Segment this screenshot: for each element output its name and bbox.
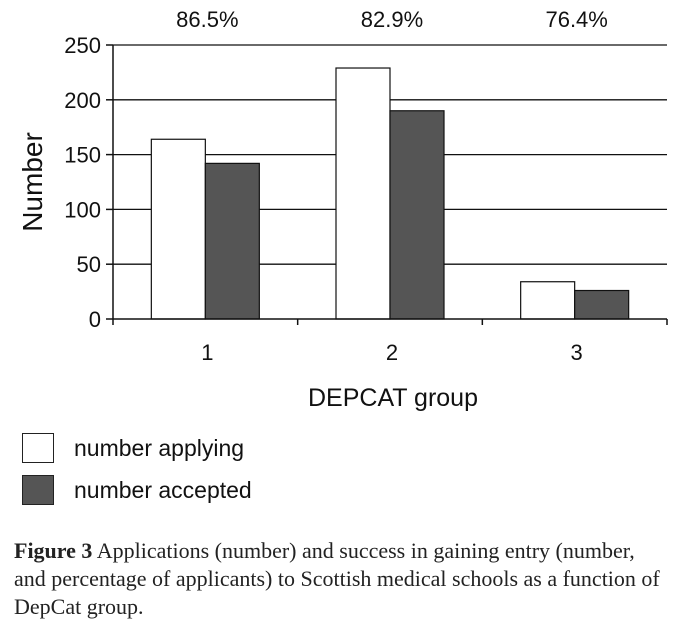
x-axis-ticks: 1 2 3 bbox=[112, 319, 668, 365]
percentage-labels: 86.5% 82.9% 76.4% bbox=[176, 7, 608, 32]
y-tick-label: 200 bbox=[64, 88, 101, 113]
bar-applying-2 bbox=[335, 67, 391, 320]
figure-caption-text: Applications (number) and success in gai… bbox=[14, 538, 660, 619]
y-axis-ticks: 0 50 100 150 200 250 bbox=[64, 33, 113, 332]
figure-caption: Figure 3 Applications (number) and succe… bbox=[14, 537, 669, 621]
legend-label-accepted: number accepted bbox=[74, 476, 252, 503]
legend-swatch-applying bbox=[22, 433, 54, 463]
bar-chart: 0 50 100 150 200 250 1 2 3 86.5% 82.9% 76.4% Numb… bbox=[17, 7, 668, 412]
y-tick-label: 0 bbox=[89, 307, 101, 332]
legend-swatch-accepted bbox=[22, 475, 54, 505]
bar-accepted-3 bbox=[574, 289, 630, 320]
bar-applying-1 bbox=[150, 138, 206, 320]
x-axis-label: DEPCAT group bbox=[308, 384, 478, 412]
percentage-label: 76.4% bbox=[545, 7, 607, 32]
x-tick-label: 1 bbox=[201, 340, 213, 365]
percentage-label: 82.9% bbox=[361, 7, 423, 32]
legend-item-applying: number applying bbox=[22, 430, 252, 466]
y-tick-label: 150 bbox=[64, 143, 101, 168]
bar-applying-3 bbox=[520, 281, 576, 320]
y-tick-label: 50 bbox=[77, 252, 101, 277]
y-axis-label: Number bbox=[17, 132, 48, 232]
legend-label-applying: number applying bbox=[74, 434, 245, 461]
figure-label: Figure 3 bbox=[14, 538, 93, 563]
x-tick-label: 3 bbox=[571, 340, 583, 365]
percentage-label: 86.5% bbox=[176, 7, 238, 32]
bars bbox=[150, 67, 630, 320]
x-tick-label: 2 bbox=[386, 340, 398, 365]
y-tick-label: 100 bbox=[64, 197, 101, 222]
bar-accepted-1 bbox=[204, 162, 260, 320]
bar-accepted-2 bbox=[389, 110, 445, 320]
legend-item-accepted: number accepted bbox=[22, 472, 252, 508]
y-tick-label: 250 bbox=[64, 33, 101, 58]
legend: number applying number accepted bbox=[22, 430, 252, 514]
